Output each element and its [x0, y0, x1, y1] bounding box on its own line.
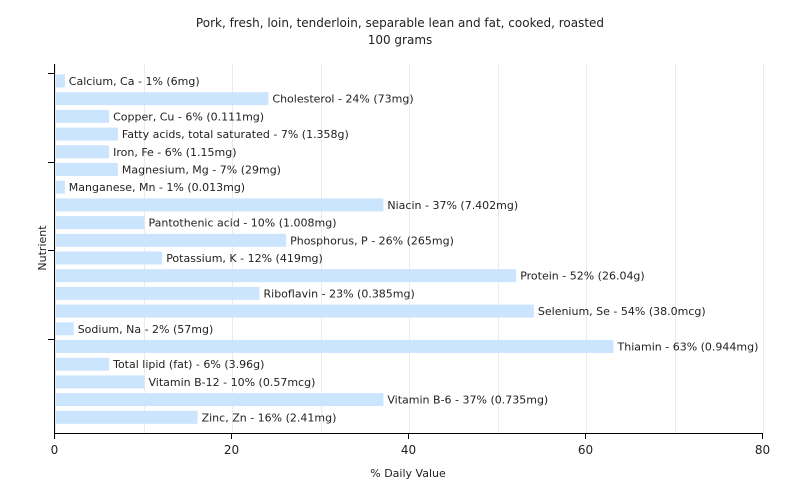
chart-title: Pork, fresh, loin, tenderloin, separable… [196, 16, 604, 30]
bar-label: Sodium, Na - 2% (57mg) [78, 323, 214, 336]
bar [56, 180, 65, 194]
bar [56, 216, 145, 230]
bar [56, 410, 198, 424]
bar [56, 357, 110, 371]
bars-group: Calcium, Ca - 1% (6mg) Cholesterol - 24% … [56, 74, 759, 424]
x-axis-label: % Daily Value [370, 467, 446, 480]
bar-label: Riboflavin - 23% (0.385mg) [264, 287, 415, 300]
x-tick-label: 60 [578, 443, 593, 457]
bar [56, 304, 534, 318]
bar [56, 109, 110, 123]
x-tick-label: 80 [755, 443, 770, 457]
bar [56, 251, 163, 265]
bar-label: Fatty acids, total saturated - 7% (1.358… [122, 128, 349, 141]
bar [56, 74, 65, 88]
bar-label: Copper, Cu - 6% (0.111mg) [113, 110, 264, 123]
bar-label: Iron, Fe - 6% (1.15mg) [113, 146, 236, 159]
grid-lines [55, 64, 764, 433]
bar [56, 375, 145, 389]
bar [56, 269, 517, 283]
bar-label: Total lipid (fat) - 6% (3.96g) [112, 358, 264, 371]
bar-label: Vitamin B-12 - 10% (0.57mcg) [149, 376, 316, 389]
bar [56, 163, 118, 176]
bar [56, 322, 74, 336]
bar-label: Potassium, K - 12% (419mg) [166, 252, 323, 265]
bar [56, 286, 260, 300]
bar-label: Thiamin - 63% (0.944mg) [617, 341, 759, 354]
x-tick-label: 40 [401, 443, 416, 457]
bar-label: Protein - 52% (26.04g) [520, 270, 645, 283]
bar-label: Calcium, Ca - 1% (6mg) [69, 75, 200, 88]
bar [56, 198, 384, 212]
y-axis-label: Nutrient [36, 225, 49, 271]
bar-label: Vitamin B-6 - 37% (0.735mg) [387, 394, 548, 407]
bar-label: Magnesium, Mg - 7% (29mg) [122, 164, 281, 177]
bar [56, 233, 287, 247]
bar [56, 127, 118, 141]
bar [56, 92, 269, 106]
axes-group: 0 20 40 60 80 [48, 64, 770, 457]
bar-label: Niacin - 37% (7.402mg) [387, 199, 518, 212]
bar-label: Pantothenic acid - 10% (1.008mg) [149, 217, 337, 230]
x-tick-label: 0 [51, 443, 59, 457]
bar-label: Phosphorus, P - 26% (265mg) [290, 234, 454, 247]
chart-subtitle: 100 grams [368, 33, 433, 47]
bar [56, 145, 110, 159]
x-tick-label: 20 [224, 443, 239, 457]
bar-label: Selenium, Se - 54% (38.0mcg) [538, 305, 706, 318]
bar-label: Zinc, Zn - 16% (2.41mg) [202, 411, 337, 424]
bar-label: Cholesterol - 24% (73mg) [272, 93, 413, 106]
bar [56, 340, 614, 353]
bar-label: Manganese, Mn - 1% (0.013mg) [69, 181, 245, 194]
bar [56, 393, 384, 407]
